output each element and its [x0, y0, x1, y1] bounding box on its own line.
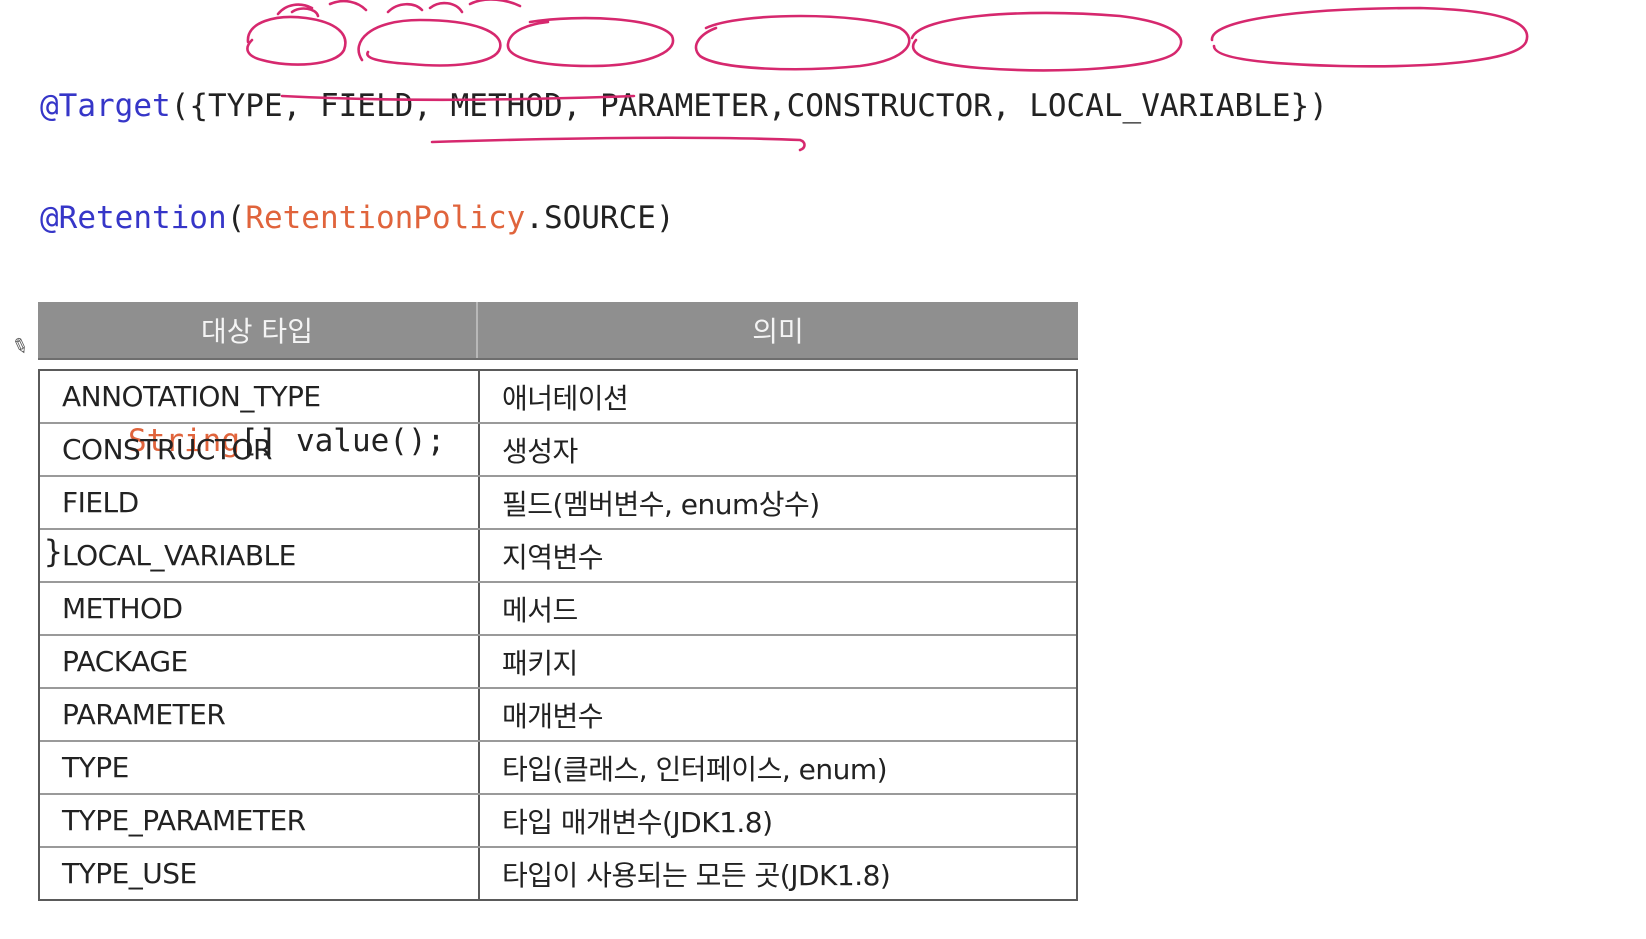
- retention-policy: RetentionPolicy: [245, 200, 526, 236]
- header-meaning: 의미: [752, 315, 804, 348]
- pencil-icon: ✎: [8, 331, 33, 361]
- table-row: ANNOTATION_TYPE 애너테이션: [40, 371, 1076, 424]
- target-method: METHOD: [450, 88, 563, 124]
- table-row: METHOD 메서드: [40, 583, 1076, 636]
- retention-annotation: @Retention: [40, 200, 227, 236]
- table-row: TYPE_PARAMETER 타입 매개변수(JDK1.8): [40, 795, 1076, 848]
- element-type: String: [128, 423, 240, 459]
- cell-type: PACKAGE: [40, 636, 480, 687]
- table-body: ANNOTATION_TYPE 애너테이션 CONSTRUCTOR 생성자 FI…: [38, 369, 1078, 901]
- table-row: TYPE_USE 타입이 사용되는 모든 곳(JDK1.8): [40, 848, 1076, 899]
- code-line-target: @Target({TYPE, FIELD, METHOD, PARAMETER,…: [40, 86, 1328, 126]
- code-line-retention: @Retention(RetentionPolicy.SOURCE): [40, 198, 1328, 238]
- cell-meaning: 애너테이션: [502, 381, 629, 415]
- cell-type: LOCAL_VARIABLE: [40, 530, 480, 581]
- code-separator: ,: [413, 88, 451, 124]
- cell-meaning: 지역변수: [502, 540, 604, 574]
- retention-source: .SOURCE): [525, 200, 675, 236]
- cell-type: FIELD: [40, 477, 480, 528]
- element-declaration: [] value();: [239, 423, 446, 459]
- code-separator: ,: [767, 88, 787, 124]
- code-token: ({: [170, 88, 208, 124]
- cell-meaning: 생성자: [502, 434, 578, 468]
- cell-type: ANNOTATION_TYPE: [40, 371, 480, 422]
- target-type-table: 대상 타입 의미 ANNOTATION_TYPE 애너테이션 CONSTRUCT…: [38, 302, 1078, 901]
- cell-meaning: 메서드: [502, 593, 578, 627]
- code-separator: ,: [282, 88, 320, 124]
- header-target-type: 대상 타입: [38, 302, 478, 358]
- target-constructor: CONSTRUCTOR: [786, 88, 992, 124]
- target-annotation: @Target: [40, 88, 171, 124]
- cell-type: TYPE_PARAMETER: [40, 795, 480, 846]
- cell-meaning: 매개변수: [502, 699, 604, 733]
- table-row: FIELD 필드(멤버변수, enum상수): [40, 477, 1076, 530]
- target-local-variable: LOCAL_VARIABLE: [1029, 88, 1291, 124]
- target-parameter: PARAMETER: [599, 88, 768, 124]
- code-line-element: String[] value();: [40, 422, 1328, 460]
- cell-meaning: 타입이 사용되는 모든 곳(JDK1.8): [502, 858, 891, 892]
- code-token: (: [226, 200, 246, 236]
- table-header: 대상 타입 의미: [38, 302, 1078, 360]
- table-row: TYPE 타입(클래스, 인터페이스, enum): [40, 742, 1076, 795]
- cell-meaning: 타입(클래스, 인터페이스, enum): [502, 752, 888, 786]
- cell-type: CONSTRUCTOR: [40, 424, 480, 475]
- code-token: }): [1290, 88, 1328, 124]
- table-row: CONSTRUCTOR 생성자: [40, 424, 1076, 477]
- code-token: }: [44, 534, 63, 570]
- target-type: TYPE: [207, 88, 283, 124]
- cell-type: METHOD: [40, 583, 480, 634]
- cell-meaning: 필드(멤버변수, enum상수): [502, 487, 820, 521]
- ink-scribble: [386, 0, 522, 14]
- code-line-close: }: [40, 532, 1328, 572]
- cell-type: TYPE: [40, 742, 480, 793]
- cell-meaning: 패키지: [502, 646, 578, 680]
- table-row: LOCAL_VARIABLE 지역변수: [40, 530, 1076, 583]
- code-separator: ,: [562, 88, 600, 124]
- cell-type: TYPE_USE: [40, 848, 480, 899]
- cell-meaning: 타입 매개변수(JDK1.8): [502, 805, 773, 839]
- target-field: FIELD: [319, 88, 414, 124]
- code-separator: ,: [991, 88, 1030, 124]
- table-row: PACKAGE 패키지: [40, 636, 1076, 689]
- cell-type: PARAMETER: [40, 689, 480, 740]
- table-row: PARAMETER 매개변수: [40, 689, 1076, 742]
